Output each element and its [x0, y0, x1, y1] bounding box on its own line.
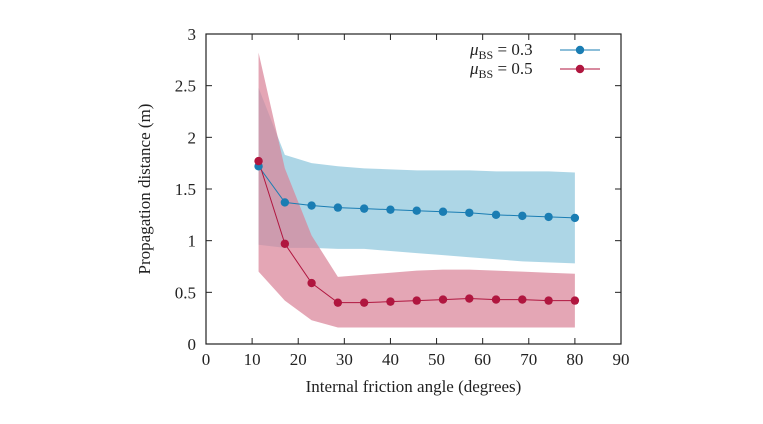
point-series-2: [544, 296, 553, 305]
point-series-2: [280, 239, 290, 248]
y-tick-label: 0.5: [175, 283, 196, 302]
x-tick-label: 90: [613, 350, 630, 369]
y-tick-label: 1.5: [175, 180, 196, 199]
y-tick-label: 1: [188, 232, 197, 251]
point-series-1: [280, 198, 290, 207]
point-series-2: [570, 296, 580, 305]
point-series-1: [333, 203, 343, 212]
point-series-2: [491, 295, 501, 304]
legend-marker-1: [575, 45, 585, 55]
point-series-1: [359, 204, 369, 213]
x-tick-label: 10: [244, 350, 261, 369]
series-points: [254, 156, 580, 307]
uncertainty-bands: [258, 52, 575, 328]
point-series-2: [386, 297, 395, 306]
legend-marker-2: [575, 64, 585, 74]
point-series-1: [465, 208, 474, 217]
point-series-2: [438, 295, 448, 304]
x-tick-label: 80: [566, 350, 583, 369]
point-series-1: [518, 211, 527, 221]
y-tick-label: 3: [188, 25, 197, 44]
x-tick-label: 70: [520, 350, 537, 369]
point-series-1: [570, 213, 580, 223]
x-tick-label: 20: [290, 350, 307, 369]
point-series-1: [491, 210, 501, 220]
point-series-2: [333, 298, 343, 307]
x-tick-label: 0: [202, 350, 211, 369]
x-tick-label: 60: [474, 350, 491, 369]
point-series-1: [307, 201, 316, 210]
x-tick-label: 40: [382, 350, 399, 369]
x-tick-label: 50: [428, 350, 445, 369]
y-tick-label: 0: [188, 335, 197, 354]
point-series-1: [386, 205, 395, 214]
point-series-2: [359, 298, 369, 307]
point-series-2: [254, 156, 263, 166]
point-series-2: [412, 296, 421, 305]
x-axis-label: Internal friction angle (degrees): [306, 377, 522, 396]
band-series-1: [258, 87, 575, 264]
y-tick-label: 2.5: [175, 77, 196, 96]
point-series-1: [438, 207, 448, 216]
point-series-2: [518, 295, 527, 304]
y-tick-label: 2: [188, 128, 197, 147]
y-axis-label: Propagation distance (m): [135, 104, 154, 275]
axis-ticks: 0 10 20 30 40 50 60 70 80 90 0 0.5 1 1.5 2 2.5 3: [175, 25, 630, 369]
x-tick-label: 30: [336, 350, 353, 369]
legend-label-2: μBS = 0.5: [469, 59, 533, 81]
point-series-1: [544, 212, 553, 222]
legend-label-1: μBS = 0.3: [469, 40, 533, 62]
point-series-2: [465, 294, 474, 303]
point-series-2: [307, 278, 316, 288]
point-series-1: [412, 206, 421, 215]
